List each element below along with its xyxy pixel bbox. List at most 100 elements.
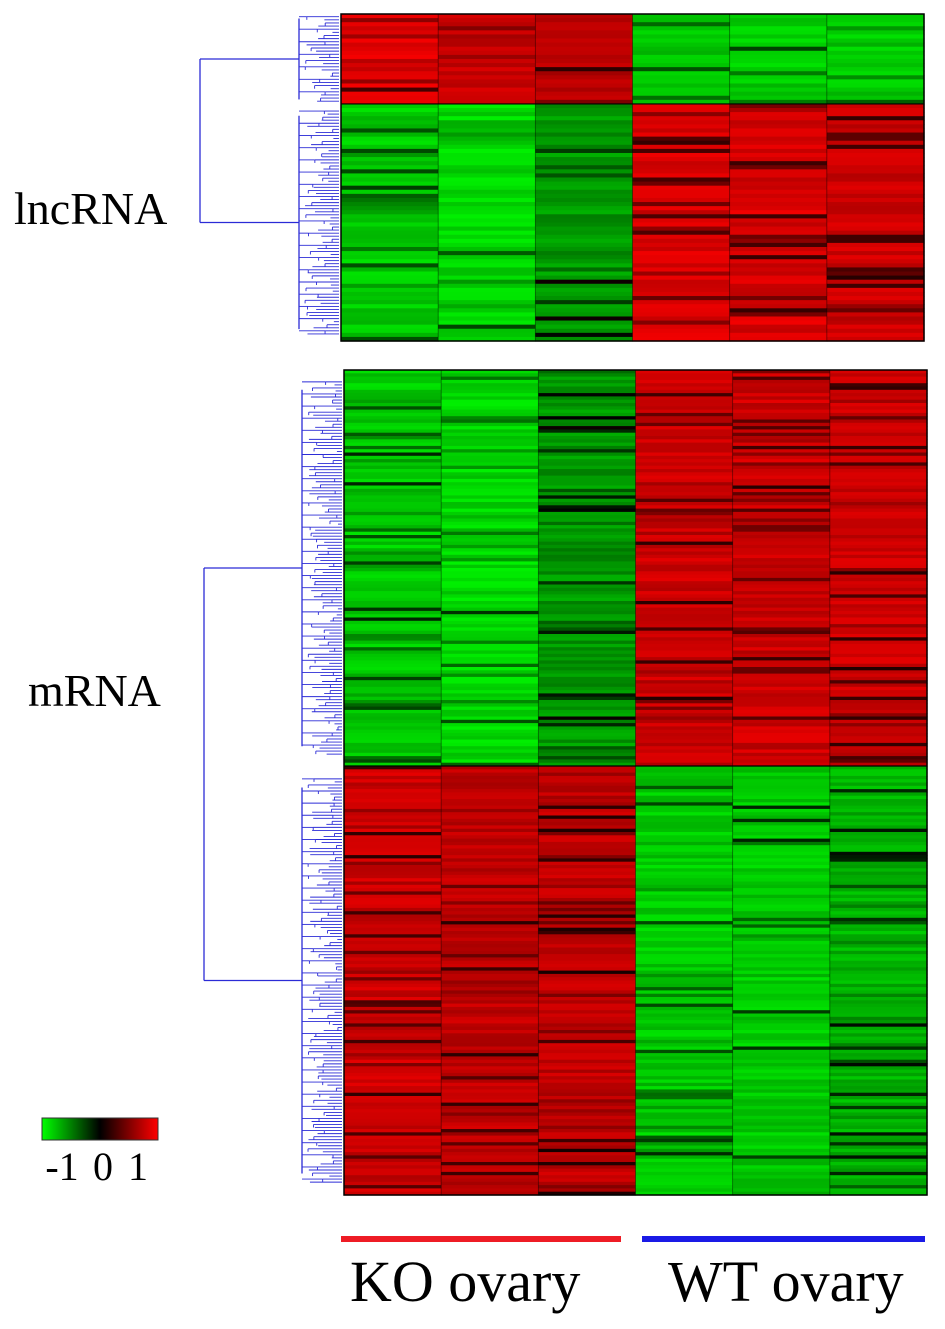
heatmap-cell xyxy=(344,973,442,978)
heatmap-cell xyxy=(829,502,928,506)
heatmap-cell xyxy=(829,1178,928,1183)
heatmap-cell xyxy=(635,518,734,523)
heatmap-cell xyxy=(441,997,539,1001)
heatmap-cell xyxy=(341,54,439,60)
heatmap-cell xyxy=(344,663,442,668)
heatmap-cell xyxy=(341,222,439,228)
heatmap-cell xyxy=(635,686,734,691)
heatmap-cell xyxy=(341,206,439,211)
heatmap-cell xyxy=(635,1072,734,1077)
heatmap-cell xyxy=(635,640,734,645)
heatmap-cell xyxy=(732,815,831,820)
heatmap-cell xyxy=(732,914,831,919)
heatmap-cell xyxy=(535,67,634,72)
heatmap-cell xyxy=(732,535,831,539)
heatmap-cell xyxy=(829,1181,928,1186)
heatmap-cell xyxy=(635,818,734,823)
heatmap-cell xyxy=(829,584,928,589)
heatmap-cell xyxy=(441,617,539,622)
heatmap-cell xyxy=(344,439,442,444)
heatmap-cell xyxy=(829,663,928,668)
heatmap-cell xyxy=(729,328,828,334)
heatmap-cell xyxy=(341,46,439,52)
heatmap-cell xyxy=(538,779,637,784)
heatmap-cell xyxy=(826,210,925,215)
heatmap-cell xyxy=(732,888,831,892)
heatmap-cell xyxy=(344,465,442,470)
heatmap-cell xyxy=(635,370,734,374)
heatmap-cell xyxy=(535,95,634,101)
heatmap-cell xyxy=(829,868,928,873)
heatmap-cell xyxy=(635,634,734,638)
heatmap-cell xyxy=(341,263,439,269)
heatmap-cell xyxy=(635,1112,734,1117)
heatmap-cell xyxy=(829,1191,928,1196)
heatmap-cell xyxy=(635,1105,734,1110)
heatmap-cell xyxy=(829,733,928,737)
heatmap-cell xyxy=(341,300,439,305)
heatmap-cell xyxy=(826,197,925,203)
heatmap-cell xyxy=(732,584,831,589)
heatmap-cell xyxy=(829,389,928,394)
heatmap-cell xyxy=(438,197,536,203)
heatmap-cell xyxy=(441,399,539,404)
heatmap-cell xyxy=(341,279,439,285)
heatmap-cell xyxy=(438,267,536,273)
heatmap-cell xyxy=(829,370,928,374)
heatmap-cell xyxy=(732,634,831,638)
heatmap-cell xyxy=(344,881,442,886)
heatmap-cell xyxy=(344,676,442,681)
heatmap-cell xyxy=(632,255,731,260)
heatmap-cell xyxy=(441,422,539,427)
heatmap-cell xyxy=(732,604,831,609)
heatmap-cell xyxy=(635,571,734,576)
heatmap-cell xyxy=(344,624,442,628)
heatmap-cell xyxy=(635,1016,734,1021)
heatmap-cell xyxy=(732,581,831,586)
heatmap-cell xyxy=(344,858,442,863)
heatmap-cell xyxy=(438,144,536,150)
heatmap-cell xyxy=(732,432,831,437)
heatmap-cell xyxy=(635,957,734,962)
heatmap-cell xyxy=(729,312,828,318)
heatmap-cell xyxy=(538,650,637,655)
heatmap-cell xyxy=(538,1053,637,1057)
heatmap-cell xyxy=(538,782,637,787)
heatmap-cell xyxy=(732,376,831,381)
heatmap-cell xyxy=(441,878,539,883)
heatmap-cell xyxy=(632,238,731,244)
heatmap-cell xyxy=(635,465,734,470)
heatmap-cell xyxy=(826,18,925,23)
heatmap-cell xyxy=(635,835,734,840)
heatmap-cell xyxy=(441,858,539,863)
heatmap-cell xyxy=(441,1053,539,1057)
heatmap-cell xyxy=(341,202,439,207)
heatmap-cell xyxy=(732,792,831,797)
heatmap-cell xyxy=(441,749,539,754)
heatmap-cell xyxy=(635,1089,734,1094)
heatmap-cell xyxy=(632,320,731,326)
heatmap-cell xyxy=(438,312,536,318)
heatmap-cell xyxy=(732,1158,831,1163)
heatmap-cell xyxy=(344,412,442,417)
heatmap-cell xyxy=(732,1089,831,1094)
heatmap-cell xyxy=(729,99,828,105)
heatmap-cell xyxy=(635,610,734,615)
heatmap-cell xyxy=(635,855,734,859)
heatmap-cell xyxy=(829,660,928,665)
heatmap-cell xyxy=(344,462,442,467)
heatmap-cell xyxy=(538,937,637,942)
heatmap-cell xyxy=(438,14,536,19)
heatmap-cell xyxy=(729,18,828,23)
heatmap-cell xyxy=(344,515,442,520)
heatmap-cell xyxy=(341,230,439,236)
heatmap-cell xyxy=(632,271,731,277)
heatmap-cell xyxy=(344,1155,442,1160)
heatmap-cell xyxy=(441,558,539,562)
heatmap-cell xyxy=(538,762,637,767)
heatmap-cell xyxy=(538,614,637,619)
heatmap-cell xyxy=(829,1115,928,1120)
heatmap-cell xyxy=(538,1056,637,1061)
heatmap-cell xyxy=(732,855,831,859)
heatmap-cell xyxy=(732,452,831,457)
